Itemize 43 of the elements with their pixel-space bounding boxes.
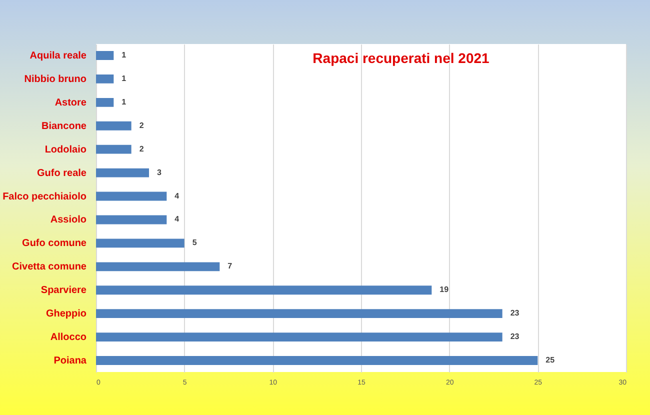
- bar: [96, 98, 114, 107]
- chart-title: Rapaci recuperati nel 2021: [312, 50, 490, 66]
- y-tick-label: Civetta comune: [12, 262, 87, 273]
- bar: [96, 121, 132, 130]
- data-label: 25: [546, 356, 556, 365]
- bar: [96, 286, 432, 295]
- bar: [96, 309, 502, 318]
- y-tick-label: Gufo reale: [37, 168, 87, 179]
- y-tick-label: Lodolaio: [44, 144, 86, 156]
- y-tick-label: Falco pecchiaiolo: [2, 191, 86, 202]
- data-label: 2: [139, 144, 144, 154]
- y-tick-label: Astore: [54, 97, 87, 108]
- y-tick-label: Allocco: [50, 332, 86, 344]
- y-tick-label: Gufo comune: [22, 238, 87, 250]
- data-label: 5: [192, 238, 198, 248]
- data-label: 23: [510, 332, 520, 342]
- data-label: 4: [174, 214, 180, 224]
- y-tick-label: Nibbio bruno: [24, 74, 86, 85]
- bar: [96, 74, 114, 84]
- data-label: 3: [157, 168, 162, 177]
- bar: [96, 262, 220, 272]
- data-label: 1: [122, 97, 127, 106]
- bar: [96, 168, 149, 178]
- data-label: 7: [228, 262, 233, 271]
- y-tick-label: Aquila reale: [30, 50, 87, 62]
- bar: [96, 51, 114, 60]
- data-label: 2: [139, 120, 144, 130]
- y-tick-label: Poiana: [54, 356, 87, 367]
- bar: [96, 215, 167, 224]
- data-label: 19: [440, 285, 450, 294]
- data-label: 1: [122, 74, 127, 83]
- bar: [96, 192, 167, 201]
- data-label: 23: [510, 308, 520, 318]
- y-tick-label: Sparviere: [40, 285, 87, 296]
- data-label: 1: [122, 50, 127, 60]
- bar: [96, 332, 502, 342]
- bar: [96, 238, 184, 248]
- y-tick-label: Biancone: [41, 120, 87, 132]
- y-tick-label: Gheppio: [46, 308, 86, 320]
- y-tick-label: Assiolo: [50, 214, 86, 226]
- bar: [96, 144, 132, 154]
- bar: [96, 356, 538, 365]
- data-label: 4: [174, 191, 180, 200]
